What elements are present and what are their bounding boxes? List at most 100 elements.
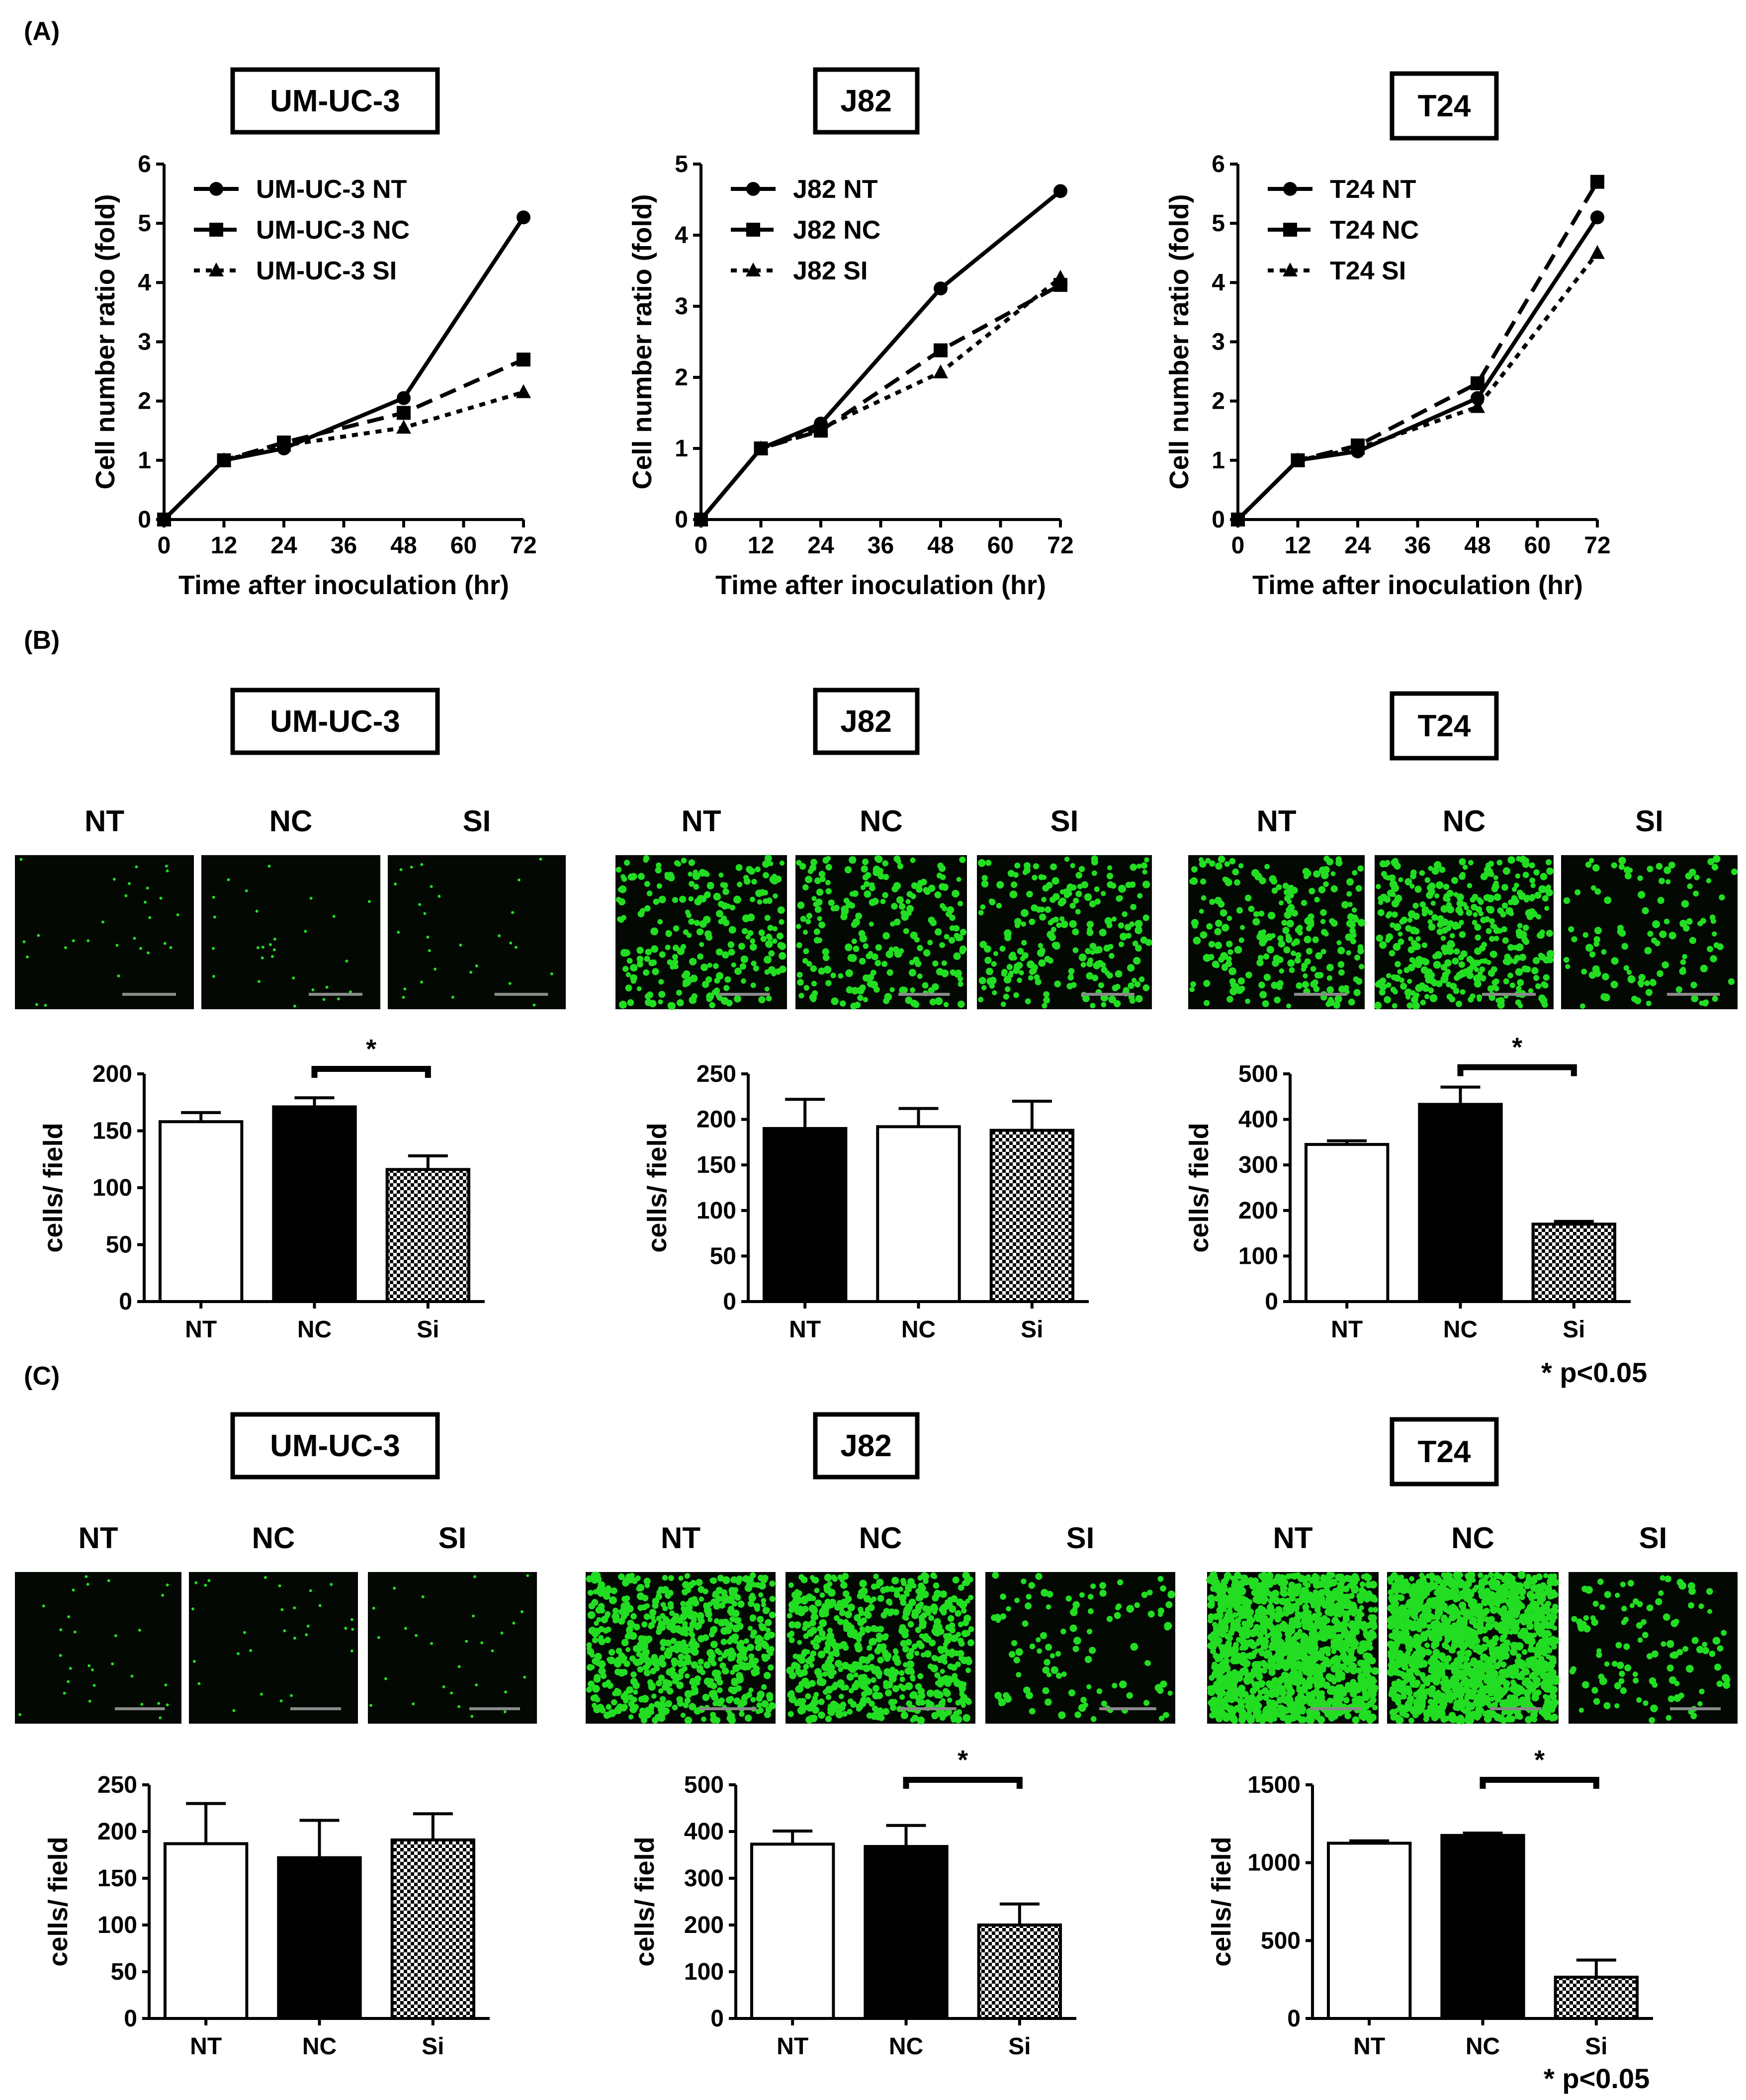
condition-label: SI: [1050, 804, 1079, 838]
series-line: [1236, 252, 1599, 521]
cell-dots: [191, 1576, 354, 1712]
title-box-b-umuc3: UM-UC-3: [230, 688, 440, 755]
micrograph-background: [977, 855, 1152, 1009]
bar-chart-c-umuc3: 0 50 100 150 200 250 cells/ field NT NC Si: [43, 1772, 490, 2060]
condition-label: NC: [860, 804, 903, 838]
bar-si: [390, 1838, 476, 2020]
legend-marker: [209, 262, 224, 276]
legend-label: J82 SI: [793, 257, 868, 285]
y-tick-label: 2: [138, 388, 151, 415]
x-tick-label: 36: [868, 532, 894, 559]
title-box-b-t24: T24: [1390, 691, 1499, 761]
y-tick-label: 0: [1212, 507, 1225, 533]
y-tick-label: 50: [710, 1243, 736, 1269]
x-tick-label: NT: [1353, 2033, 1385, 2060]
x-tick-label: 72: [510, 532, 536, 559]
cell-dots: [212, 865, 371, 1008]
title-box-a-t24: T24: [1390, 71, 1499, 141]
y-tick-label: 100: [92, 1175, 132, 1201]
significance-bracket: [1480, 1777, 1599, 1789]
y-tick-label: 5: [1212, 210, 1225, 237]
condition-label: NC: [859, 1521, 902, 1555]
x-tick-label: 48: [927, 532, 954, 559]
panel-letter-c: (C): [24, 1362, 60, 1391]
y-tick-label: 3: [675, 293, 688, 320]
legend-label: UM-UC-3 NC: [256, 216, 410, 245]
bar-nc: [272, 1105, 357, 1303]
x-tick-label: 72: [1047, 532, 1073, 559]
y-axis-title: Cell number ratio (fold): [627, 194, 657, 490]
data-point: [1350, 440, 1365, 454]
y-tick-label: 1500: [1247, 1772, 1301, 1798]
svg-text:T24: T24: [1418, 709, 1471, 743]
y-axis-title: cells/ field: [1207, 1837, 1236, 1966]
y-axis-title: Cell number ratio (fold): [1164, 194, 1194, 490]
legend-label: UM-UC-3 NT: [256, 175, 407, 204]
y-tick-label: 200: [684, 1912, 724, 1938]
x-tick-label: Si: [1008, 2033, 1031, 2060]
bar-nc: [876, 1125, 961, 1304]
bar-chart-b-t24: 0 100 200 300 400 500 cells/ field NT NC Si *: [1184, 1033, 1631, 1343]
condition-label: NT: [661, 1521, 700, 1555]
bar-si: [989, 1129, 1075, 1303]
title-box-b-j82: J82: [813, 688, 920, 755]
condition-label: NT: [79, 1521, 118, 1555]
y-tick-label: 0: [710, 2006, 724, 2032]
micrograph-background: [201, 855, 380, 1009]
data-point: [1470, 399, 1485, 413]
y-tick-label: 300: [1238, 1152, 1278, 1178]
legend-marker: [209, 223, 223, 237]
data-point: [216, 452, 232, 466]
x-tick-label: NC: [302, 2033, 337, 2060]
data-point: [1590, 210, 1604, 225]
significance-star: *: [366, 1034, 376, 1064]
micrograph-row-c-j82: NT NC SI: [586, 1521, 1175, 1725]
condition-label: NT: [1273, 1521, 1313, 1555]
x-tick-label: 0: [158, 532, 171, 559]
x-tick-label: Si: [417, 1316, 439, 1343]
condition-label: SI: [1635, 804, 1663, 838]
cell-dots: [394, 858, 553, 1007]
micrograph-background: [189, 1572, 358, 1724]
cell-dots: [18, 1575, 169, 1720]
bar-nt: [762, 1127, 848, 1303]
cell-dots: [796, 855, 967, 1010]
x-tick-label: 36: [331, 532, 357, 559]
y-tick-label: 0: [675, 507, 688, 533]
significance-bracket: [903, 1777, 1023, 1789]
x-tick-label: 24: [270, 532, 297, 559]
legend-marker: [1283, 182, 1297, 196]
cell-dots: [977, 855, 1152, 1009]
data-point: [934, 343, 948, 357]
data-point: [517, 210, 530, 225]
micrograph-row-b-t24: NT NC SI: [1188, 804, 1738, 1010]
bar-nc: [1418, 1103, 1503, 1304]
x-tick-label: 0: [1231, 532, 1245, 559]
condition-label: SI: [438, 1521, 467, 1555]
y-tick-label: 2: [1212, 388, 1225, 415]
data-point: [1053, 184, 1067, 198]
data-point: [397, 406, 411, 420]
x-tick-label: NC: [901, 1316, 936, 1343]
bar-nt: [750, 1842, 835, 2020]
condition-label: NC: [1443, 804, 1486, 838]
x-tick-label: NT: [777, 2033, 808, 2060]
cell-dots: [1374, 856, 1555, 1010]
y-tick-label: 200: [697, 1107, 736, 1133]
data-point: [1471, 376, 1484, 390]
y-tick-label: 1000: [1247, 1850, 1301, 1876]
data-point: [753, 440, 769, 454]
x-tick-label: 24: [1344, 532, 1371, 559]
micrograph: [15, 855, 194, 1009]
y-tick-label: 4: [675, 222, 688, 249]
y-tick-label: 6: [1212, 151, 1225, 177]
pvalue-note-b: * p<0.05: [1541, 1357, 1647, 1388]
bar-chart-c-t24: 0 500 1000 1500 cells/ field NT NC Si *: [1207, 1745, 1653, 2060]
micrograph: [189, 1572, 358, 1724]
data-point: [1053, 269, 1068, 284]
title-box-c-j82: J82: [813, 1412, 920, 1480]
data-point: [934, 281, 948, 296]
